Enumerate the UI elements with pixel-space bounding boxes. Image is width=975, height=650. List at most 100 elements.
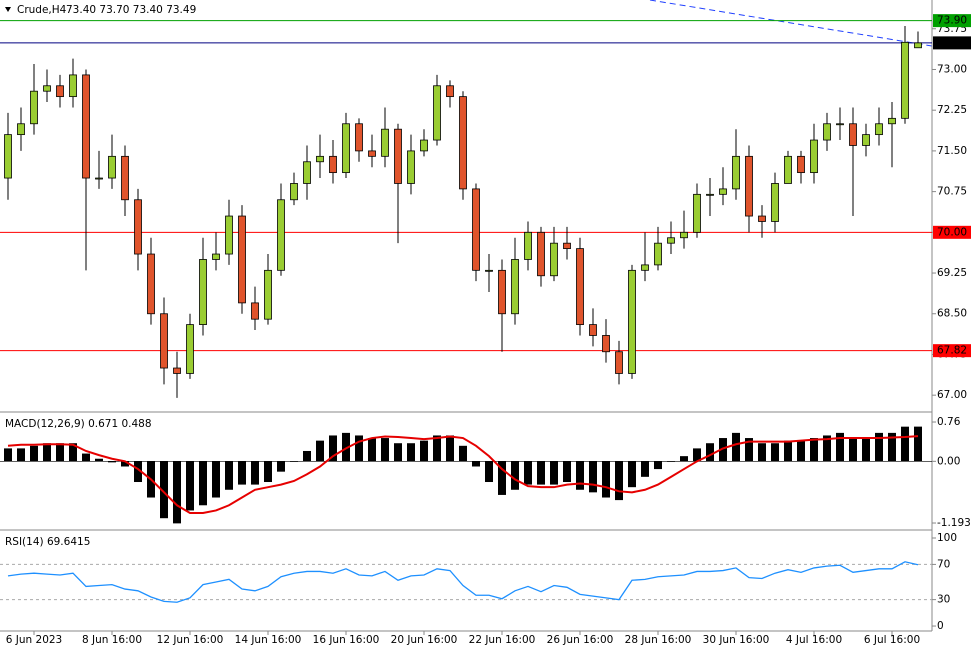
x-tick-label: 30 Jun 16:00 [703, 634, 770, 646]
candle-body [43, 85, 51, 92]
y-tick-label: 68.50 [937, 308, 967, 320]
candle-body [355, 123, 363, 152]
macd-bar [316, 440, 324, 462]
macd-bar [784, 440, 792, 462]
y-tick-label: 100 [937, 532, 957, 544]
candle-body [108, 155, 116, 179]
candle-body [420, 139, 428, 152]
macd-bar [95, 458, 103, 462]
macd-bar [810, 438, 818, 462]
panel-title: RSI(14) 69.6415 [5, 536, 90, 548]
signal-line [7, 435, 919, 515]
candle-body [290, 183, 298, 201]
candle-body [121, 155, 129, 201]
x-tick-label: 12 Jun 16:00 [157, 634, 224, 646]
macd-bar [602, 461, 610, 498]
macd-bar [277, 461, 285, 472]
macd-bar [459, 445, 467, 462]
y-tick-label: 0 [937, 620, 944, 632]
level-label: 73.49 [937, 37, 967, 49]
y-tick-label: 72.25 [937, 104, 967, 116]
macd-bar [420, 440, 428, 462]
candle-body [875, 123, 883, 136]
level-label: 73.90 [937, 15, 967, 27]
y-tick-label: 71.50 [937, 145, 967, 157]
candle-body [30, 90, 38, 125]
macd-bar [836, 432, 844, 462]
macd-bar [212, 461, 220, 498]
y-tick-label: 73.00 [937, 63, 967, 75]
candle-body [433, 85, 441, 141]
macd-bar [43, 443, 51, 462]
macd-bar [719, 438, 727, 462]
candle-body [82, 74, 90, 179]
candle-body [277, 199, 285, 271]
candle-body [537, 231, 545, 277]
macd-bar [134, 461, 142, 483]
candle-body [56, 85, 64, 98]
macd-bar [589, 461, 597, 493]
candle-body [329, 155, 337, 174]
candle-body [589, 324, 597, 336]
candle-body [485, 269, 493, 272]
x-tick-label: 6 Jun 2023 [6, 634, 62, 646]
macd-bar [433, 435, 441, 462]
macd-bar [706, 443, 714, 462]
macd-bar [342, 432, 350, 462]
x-tick-label: 28 Jun 16:00 [625, 634, 692, 646]
candle-body [823, 123, 831, 141]
candle-body [550, 242, 558, 277]
candle-body [771, 183, 779, 222]
macd-bar [121, 461, 129, 467]
candle-body [563, 242, 571, 250]
macd-bar [238, 461, 246, 485]
y-tick-label: 69.25 [937, 267, 967, 279]
candle-body [758, 215, 766, 222]
candle-body [849, 123, 857, 146]
candle-body [186, 324, 194, 374]
candle-body [134, 199, 142, 255]
candle-body [667, 237, 675, 244]
candle-body [69, 74, 77, 98]
macd-bar [303, 450, 311, 462]
candle-body [225, 215, 233, 255]
candle-body [810, 139, 818, 174]
level-label-box [933, 225, 971, 239]
candle-body [368, 150, 376, 157]
candle-body [238, 215, 246, 304]
y-tick-label: 73.75 [937, 23, 967, 35]
candle-body [251, 302, 259, 320]
menu-icon[interactable] [5, 7, 11, 12]
candle-body [784, 155, 792, 184]
x-tick-label: 20 Jun 16:00 [391, 634, 458, 646]
candle-body [342, 123, 350, 174]
y-tick-label: 67.00 [937, 389, 967, 401]
candle-body [862, 134, 870, 146]
macd-bar [563, 461, 571, 483]
panel-title: Crude,H4 [17, 4, 67, 16]
macd-bar [576, 461, 584, 490]
macd-bar [30, 445, 38, 462]
macd-bar [758, 443, 766, 462]
macd-bar [472, 461, 480, 467]
candle-body [888, 117, 896, 125]
macd-bar [914, 426, 922, 462]
macd-bar [368, 438, 376, 462]
candle-body [407, 150, 415, 184]
candle-body [95, 177, 103, 180]
panel-values: 73.40 73.70 73.40 73.49 [66, 4, 196, 16]
macd-bar [173, 461, 181, 524]
macd-bar [901, 426, 909, 462]
candle-body [446, 85, 454, 98]
macd-bar [641, 461, 649, 477]
macd-bar [56, 443, 64, 462]
y-tick-label: 30 [937, 594, 950, 606]
macd-bar [446, 435, 454, 462]
macd-bar [849, 438, 857, 462]
macd-bar [693, 448, 701, 462]
macd-bar [199, 461, 207, 506]
candle-body [394, 128, 402, 184]
macd-bar [615, 461, 623, 501]
candle-body [17, 123, 25, 136]
macd-bar [732, 432, 740, 462]
